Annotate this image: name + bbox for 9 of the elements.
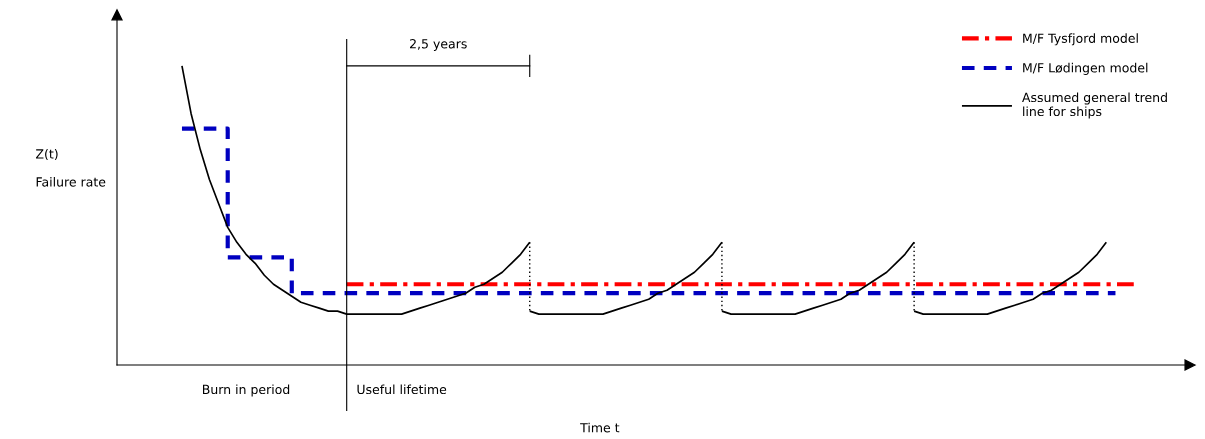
legend-label: Assumed general trend line for ships — [1022, 92, 1167, 119]
text: Z(t) — [36, 148, 58, 161]
legend-label: M/F Lødingen model — [1023, 62, 1148, 75]
x-tick-label: Burn in period — [203, 384, 290, 397]
x-axis-title: Time t — [580, 422, 620, 433]
text: Failure rate — [36, 176, 106, 187]
text: 2,5 years — [410, 39, 467, 51]
legend-label: M/F Tysfjord model — [1023, 33, 1138, 46]
x-tick-label: Useful lifetime — [357, 384, 447, 395]
